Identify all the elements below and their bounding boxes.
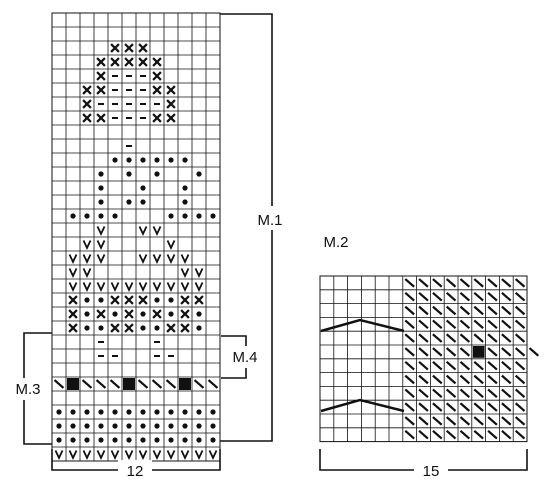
dot-symbol xyxy=(126,157,131,162)
m4-label: M.4 xyxy=(232,349,257,366)
dot-symbol xyxy=(112,213,117,218)
dot-symbol xyxy=(210,409,215,414)
dot-symbol xyxy=(154,409,159,414)
dot-symbol xyxy=(56,423,61,428)
dot-symbol xyxy=(98,213,103,218)
dot-symbol xyxy=(140,423,145,428)
dot-symbol xyxy=(140,199,145,204)
dot-symbol xyxy=(140,157,145,162)
dot-symbol xyxy=(210,437,215,442)
dot-symbol xyxy=(126,437,131,442)
m3-label: M.3 xyxy=(15,381,40,398)
dot-symbol xyxy=(98,297,103,302)
m2-label: M.2 xyxy=(323,234,348,251)
dot-symbol xyxy=(154,437,159,442)
dot-symbol xyxy=(84,437,89,442)
dot-symbol xyxy=(168,423,173,428)
dot-symbol xyxy=(140,325,145,330)
dot-symbol xyxy=(112,157,117,162)
dot-symbol xyxy=(84,311,89,316)
diagonal-symbol xyxy=(529,348,538,356)
dot-symbol xyxy=(182,437,187,442)
dot-symbol xyxy=(112,311,117,316)
dot-symbol xyxy=(98,325,103,330)
dot-symbol xyxy=(182,157,187,162)
dot-symbol xyxy=(182,199,187,204)
knitting-chart-left xyxy=(52,13,220,461)
dot-symbol xyxy=(196,423,201,428)
dot-symbol xyxy=(56,409,61,414)
dot-symbol xyxy=(70,437,75,442)
dot-symbol xyxy=(112,437,117,442)
dot-symbol xyxy=(70,213,75,218)
dot-symbol xyxy=(210,213,215,218)
dot-symbol xyxy=(98,171,103,176)
dot-symbol xyxy=(196,437,201,442)
dot-symbol xyxy=(140,311,145,316)
dot-symbol xyxy=(84,409,89,414)
dot-symbol xyxy=(182,185,187,190)
dot-symbol xyxy=(98,409,103,414)
knitting-chart-right xyxy=(320,276,538,442)
dot-symbol xyxy=(98,199,103,204)
dot-symbol xyxy=(196,213,201,218)
dot-symbol xyxy=(154,157,159,162)
dot-symbol xyxy=(140,185,145,190)
dot-symbol xyxy=(154,171,159,176)
filled-square-symbol xyxy=(67,378,79,390)
dot-symbol xyxy=(196,311,201,316)
dot-symbol xyxy=(168,409,173,414)
dot-symbol xyxy=(84,213,89,218)
dot-symbol xyxy=(154,325,159,330)
dot-symbol xyxy=(168,157,173,162)
dot-symbol xyxy=(98,423,103,428)
dot-symbol xyxy=(196,171,201,176)
width-label-left: 12 xyxy=(127,463,144,480)
filled-square-symbol xyxy=(179,378,191,390)
dot-symbol xyxy=(70,409,75,414)
dot-symbol xyxy=(168,297,173,302)
filled-square-symbol xyxy=(123,378,135,390)
dot-symbol xyxy=(154,297,159,302)
dot-symbol xyxy=(112,409,117,414)
dot-symbol xyxy=(210,423,215,428)
width-label-right: 15 xyxy=(423,463,440,480)
dot-symbol xyxy=(56,437,61,442)
dot-symbol xyxy=(98,185,103,190)
dot-symbol xyxy=(168,213,173,218)
dot-symbol xyxy=(126,423,131,428)
dot-symbol xyxy=(182,213,187,218)
filled-square-symbol xyxy=(473,346,485,358)
dot-symbol xyxy=(126,409,131,414)
dot-symbol xyxy=(84,325,89,330)
dot-symbol xyxy=(196,325,201,330)
m1-label: M.1 xyxy=(257,212,282,229)
dot-symbol xyxy=(126,171,131,176)
dot-symbol xyxy=(126,199,131,204)
dot-symbol xyxy=(112,423,117,428)
dot-symbol xyxy=(98,437,103,442)
dot-symbol xyxy=(84,297,89,302)
dot-symbol xyxy=(140,409,145,414)
dot-symbol xyxy=(182,423,187,428)
dot-symbol xyxy=(70,423,75,428)
dot-symbol xyxy=(182,409,187,414)
dot-symbol xyxy=(84,423,89,428)
dot-symbol xyxy=(168,437,173,442)
dot-symbol xyxy=(154,423,159,428)
dot-symbol xyxy=(140,437,145,442)
dot-symbol xyxy=(196,409,201,414)
dot-symbol xyxy=(168,311,173,316)
